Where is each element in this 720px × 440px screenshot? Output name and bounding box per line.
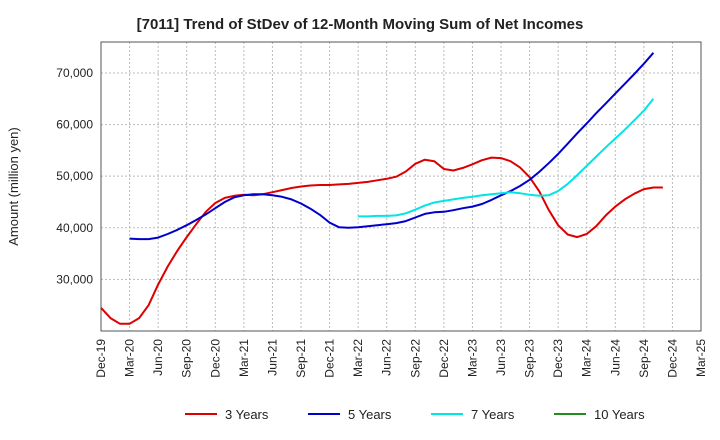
x-tick-labels: Dec-19 Mar-20 Jun-20 Sep-20 Dec-20 Mar-21 Jun-…: [94, 339, 708, 378]
y-tick-label: 50,000: [56, 169, 93, 183]
x-tick-label: Jun-23: [494, 339, 508, 376]
x-tick-label: Dec-22: [437, 339, 451, 378]
chart-title: [7011] Trend of StDev of 12-Month Moving…: [136, 16, 584, 33]
x-tick-label: Dec-21: [323, 339, 337, 378]
legend-item: 3 Years: [185, 407, 269, 422]
grid-layer: [100, 42, 702, 331]
x-tick-label: Sep-22: [408, 339, 422, 378]
y-tick-label: 40,000: [56, 221, 93, 235]
x-tick-label: Sep-20: [180, 339, 194, 378]
y-tick-labels: 30,000 40,000 50,000 60,000 70,000: [56, 66, 93, 286]
x-tick-label: Mar-24: [580, 339, 594, 377]
y-tick-label: 70,000: [56, 66, 93, 80]
legend-item: 5 Years: [308, 407, 392, 422]
series-line-2: [358, 98, 655, 218]
legend-label: 7 Years: [471, 407, 515, 422]
legend-label: 3 Years: [225, 407, 269, 422]
x-tick-label: Mar-25: [694, 339, 708, 377]
x-tick-label: Jun-21: [265, 339, 279, 376]
y-tick-label: 30,000: [56, 272, 93, 286]
legend-label: 5 Years: [348, 407, 392, 422]
series-layer: [100, 52, 663, 325]
y-axis-title: Amount (million yen): [6, 127, 21, 246]
x-tick-label: Mar-20: [123, 339, 137, 377]
legend-item: 10 Years: [554, 407, 645, 422]
x-tick-label: Jun-20: [151, 339, 165, 376]
x-tick-label: Dec-24: [665, 339, 679, 378]
x-tick-label: Sep-24: [637, 339, 651, 378]
y-tick-label: 60,000: [56, 118, 93, 132]
series-line-1: [129, 52, 655, 241]
x-tick-label: Mar-21: [237, 339, 251, 377]
x-tick-label: Mar-23: [465, 339, 479, 377]
x-tick-label: Sep-21: [294, 339, 308, 378]
x-tick-label: Dec-20: [208, 339, 222, 378]
legend: 3 Years 5 Years 7 Years 10 Years: [185, 407, 645, 422]
legend-label: 10 Years: [594, 407, 645, 422]
x-tick-label: Dec-19: [94, 339, 108, 378]
x-tick-label: Dec-23: [551, 339, 565, 378]
x-tick-label: Jun-22: [380, 339, 394, 376]
x-tick-label: Mar-22: [351, 339, 365, 377]
series-line-0: [100, 156, 663, 325]
x-tick-label: Sep-23: [523, 339, 537, 378]
plot-frame: [100, 41, 702, 332]
x-tick-label: Jun-24: [608, 339, 622, 376]
legend-item: 7 Years: [431, 407, 515, 422]
